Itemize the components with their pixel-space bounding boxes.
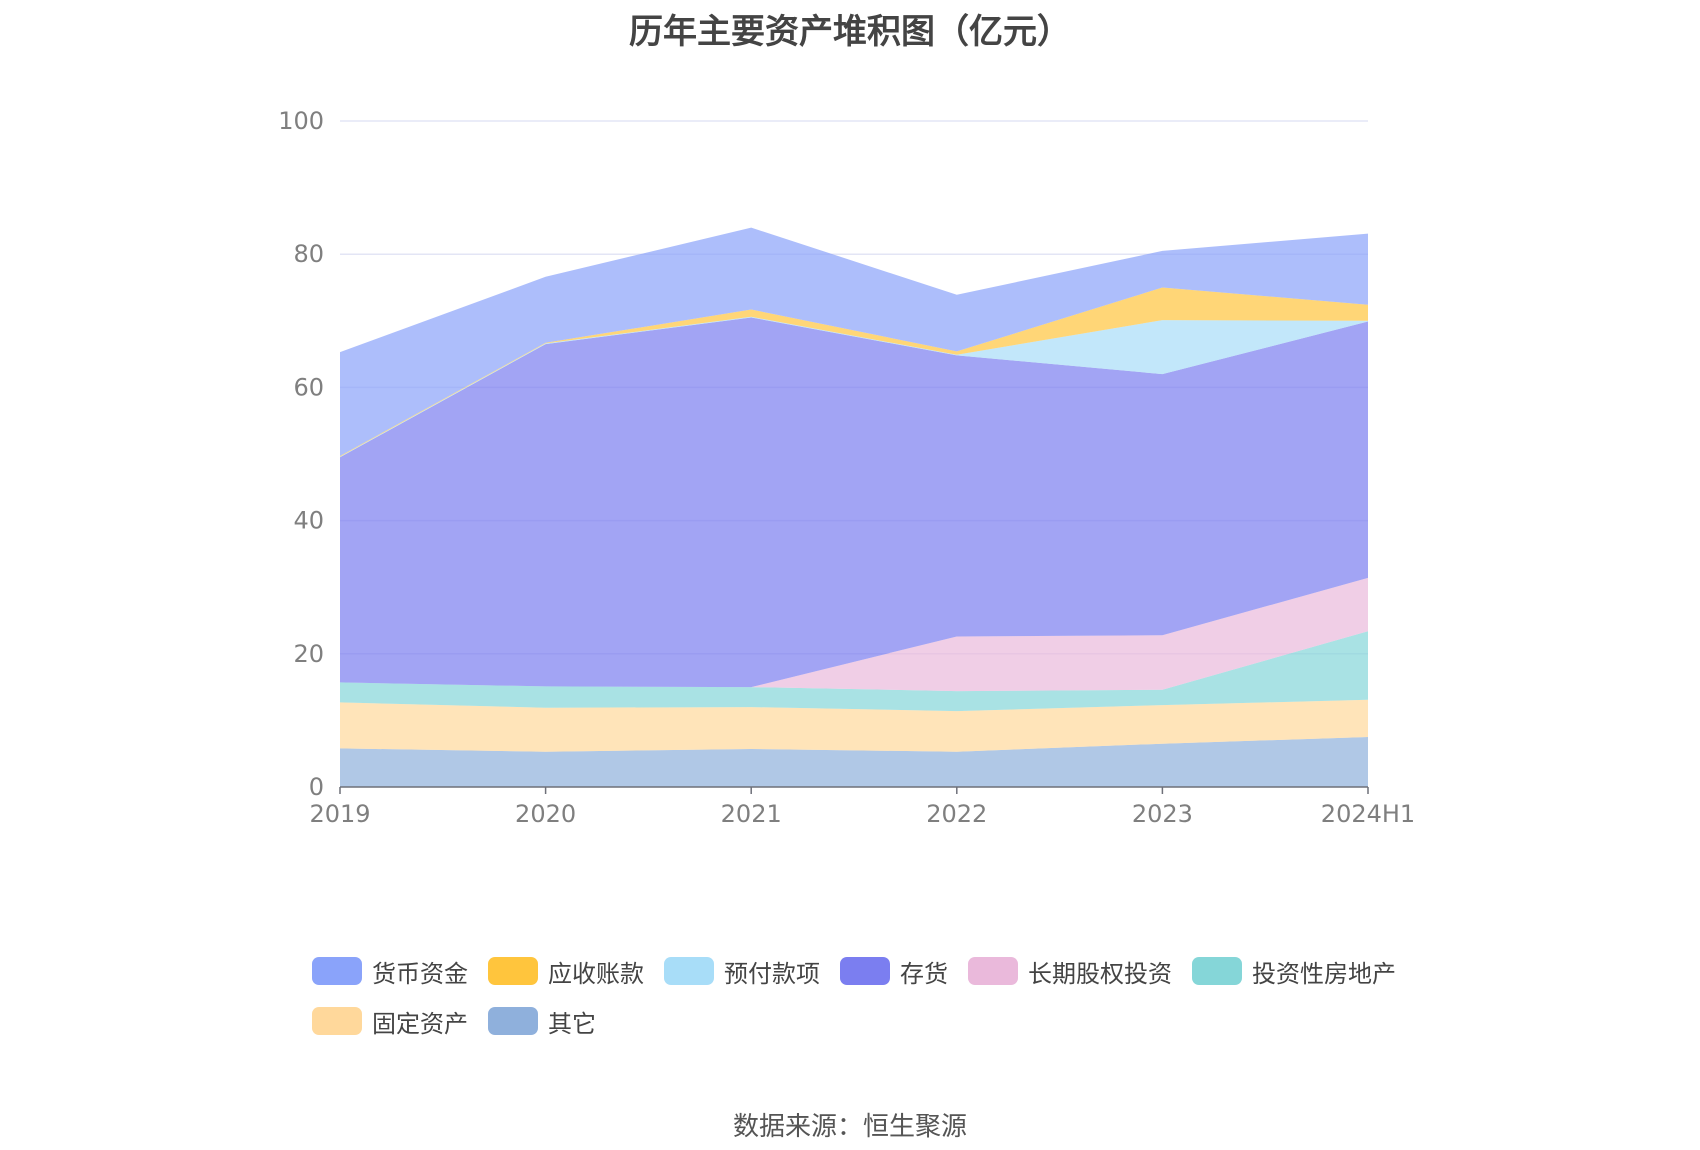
legend-label: 长期股权投资 (1028, 959, 1172, 988)
legend-item[interactable]: 长期股权投资 (968, 955, 1172, 988)
legend-label: 预付款项 (724, 959, 820, 988)
legend-item[interactable]: 应收账款 (488, 955, 644, 988)
x-tick-label: 2020 (515, 800, 576, 828)
area-layer (340, 227, 1368, 787)
x-tick-label: 2022 (926, 800, 987, 828)
legend-item[interactable]: 固定资产 (312, 1005, 468, 1038)
data-source: 数据来源：恒生聚源 (732, 1112, 967, 1142)
area-series-3[interactable] (340, 577, 1368, 692)
legend-item[interactable]: 投资性房地产 (1192, 955, 1396, 988)
area-series-5[interactable] (340, 316, 1368, 458)
legend-swatch (488, 1007, 538, 1035)
x-tick-label: 2021 (721, 800, 782, 828)
area-series-2[interactable] (340, 631, 1368, 712)
chart-title: 历年主要资产堆积图（亿元） (629, 12, 1071, 52)
legend-label: 投资性房地产 (1252, 959, 1396, 988)
legend-swatch (664, 957, 714, 985)
y-tick-label: 100 (278, 107, 324, 135)
legend-swatch (488, 957, 538, 985)
legend-swatch (312, 957, 362, 985)
y-tick-label: 20 (293, 640, 324, 668)
legend-label: 应收账款 (548, 959, 644, 988)
legend-swatch (968, 957, 1018, 985)
y-tick-label: 0 (309, 773, 324, 801)
area-series-7[interactable] (340, 227, 1368, 456)
legend: 货币资金 应收账款 预付款项 存货 长期股权投资 投资性房地产固定资产 其它 (312, 955, 1432, 1038)
y-tick-label: 80 (293, 240, 324, 268)
legend-label: 固定资产 (372, 1009, 468, 1038)
legend-swatch (840, 957, 890, 985)
legend-item[interactable]: 其它 (488, 1005, 596, 1038)
area-series-1[interactable] (340, 699, 1368, 752)
x-tick-label: 2019 (309, 800, 370, 828)
legend-item[interactable]: 货币资金 (312, 955, 468, 988)
axis-layer: 0 20 40 60 80 100 2019 2020 2021 2022 2023 2024H1 (278, 107, 1415, 828)
area-series-6[interactable] (340, 287, 1368, 457)
area-series-4[interactable] (340, 317, 1368, 688)
x-tick-label: 2023 (1132, 800, 1193, 828)
legend-label: 货币资金 (372, 959, 468, 988)
area-series-0[interactable] (340, 737, 1368, 787)
x-tick-label: 2024H1 (1321, 800, 1415, 828)
legend-label: 其它 (548, 1009, 596, 1038)
y-tick-label: 40 (293, 507, 324, 535)
legend-item[interactable]: 预付款项 (664, 955, 820, 988)
legend-swatch (312, 1007, 362, 1035)
legend-swatch (1192, 957, 1242, 985)
legend-label: 存货 (900, 959, 948, 988)
legend-item[interactable]: 存货 (840, 955, 948, 988)
y-tick-label: 60 (293, 373, 324, 401)
